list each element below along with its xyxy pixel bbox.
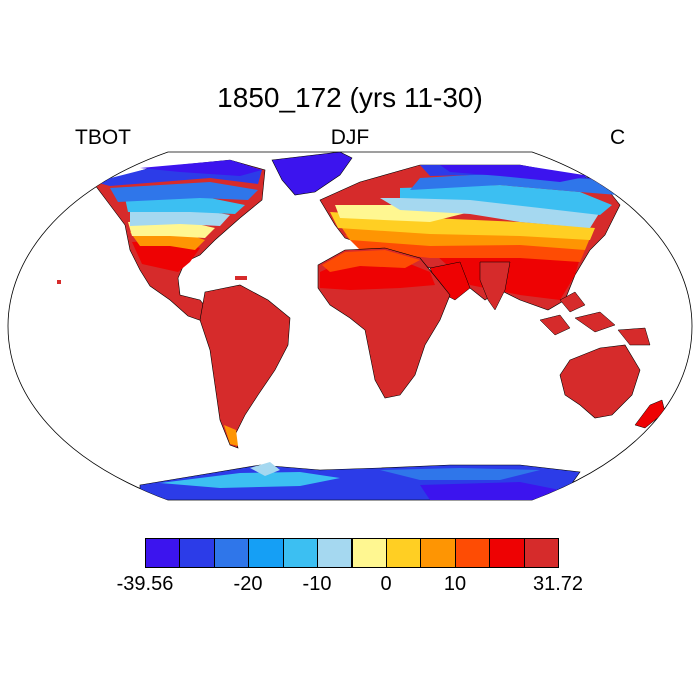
- colorbar-tick-label: -39.56: [116, 573, 174, 595]
- colorbar-box: [489, 538, 525, 568]
- south-america: [199, 284, 291, 449]
- antarctica-light: [160, 472, 340, 488]
- colorbar-box: [523, 538, 559, 568]
- colorbar-box: [213, 538, 250, 568]
- antarctica: [139, 462, 581, 500]
- colorbar-tick-label: 31.72: [532, 573, 584, 595]
- colorbar-box: [454, 538, 491, 568]
- colorbar-tick-label: -10: [302, 573, 332, 595]
- antarctica-very-cold: [420, 482, 560, 500]
- antarctica-cool: [380, 468, 540, 480]
- colorbar: [145, 538, 559, 568]
- colorbar-box: [282, 538, 319, 568]
- colorbar-box: [351, 538, 387, 568]
- na-very-cold: [140, 160, 262, 176]
- africa: [317, 247, 451, 399]
- caribbean-island: [235, 276, 247, 280]
- india: [479, 261, 511, 311]
- antarctica-pale: [250, 462, 280, 476]
- australia: [559, 344, 641, 419]
- season-label: DJF: [330, 126, 370, 149]
- colorbar-box: [317, 538, 353, 568]
- sa-base: [199, 284, 291, 449]
- colorbar-box: [145, 538, 181, 568]
- greenland: [271, 152, 353, 196]
- hawaii-island: [57, 280, 61, 284]
- colorbar-box: [179, 538, 215, 568]
- colorbar-box: [385, 538, 422, 568]
- new-zealand: [634, 399, 666, 429]
- na-cool: [110, 182, 258, 202]
- colorbar-tick-label: 0: [380, 573, 392, 595]
- north-america: [94, 159, 266, 323]
- africa-north-warm: [322, 250, 420, 272]
- colorbar-box: [420, 538, 456, 568]
- na-light: [125, 196, 245, 214]
- variable-label: TBOT: [75, 126, 131, 149]
- eurasia-very-cold: [440, 165, 590, 182]
- se-asia-islands: [539, 291, 651, 346]
- colorbar-box: [248, 538, 284, 568]
- plot-title: 1850_172 (yrs 11-30): [217, 82, 483, 113]
- eurasia-pale: [380, 198, 600, 228]
- units-label: C: [610, 126, 626, 149]
- sa-tip-warm: [224, 425, 238, 446]
- colorbar-tick-label: -20: [233, 573, 263, 595]
- colorbar-tick-label: 10: [443, 573, 467, 595]
- eurasia-light: [400, 185, 612, 215]
